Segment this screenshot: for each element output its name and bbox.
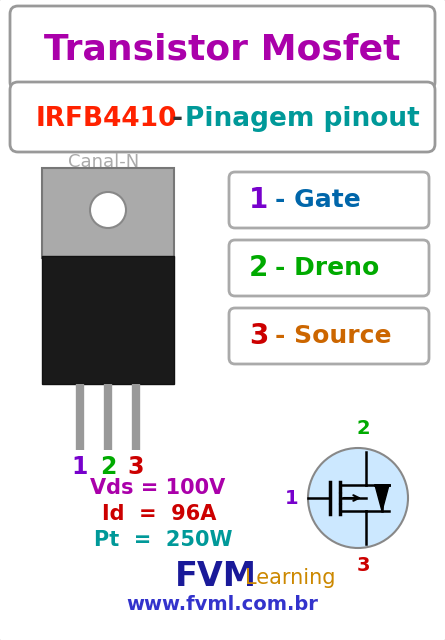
Text: 3: 3 xyxy=(128,455,144,479)
Bar xyxy=(42,256,174,384)
Text: 2: 2 xyxy=(356,419,370,438)
Text: Id  =  96A: Id = 96A xyxy=(102,504,216,524)
Circle shape xyxy=(90,192,126,228)
Text: 1: 1 xyxy=(72,455,88,479)
Text: Transistor Mosfet: Transistor Mosfet xyxy=(44,33,400,67)
Text: Pinagem pinout: Pinagem pinout xyxy=(185,106,420,132)
Text: 2: 2 xyxy=(249,254,268,282)
Text: - Dreno: - Dreno xyxy=(275,256,379,280)
FancyBboxPatch shape xyxy=(229,240,429,296)
Text: -: - xyxy=(163,106,192,132)
Text: 1: 1 xyxy=(284,488,298,508)
FancyBboxPatch shape xyxy=(229,308,429,364)
FancyBboxPatch shape xyxy=(229,172,429,228)
Text: 2: 2 xyxy=(100,455,116,479)
Text: - Source: - Source xyxy=(275,324,392,348)
Text: Learning: Learning xyxy=(245,568,336,588)
Text: 3: 3 xyxy=(356,556,370,575)
Text: - Gate: - Gate xyxy=(275,188,361,212)
Text: www.fvml.com.br: www.fvml.com.br xyxy=(126,595,318,614)
Text: 3: 3 xyxy=(249,322,268,350)
Text: IRFB4410: IRFB4410 xyxy=(36,106,178,132)
FancyBboxPatch shape xyxy=(10,6,435,90)
Text: FVM: FVM xyxy=(175,559,257,593)
Text: Pt  =  250W: Pt = 250W xyxy=(94,530,232,550)
Circle shape xyxy=(308,448,408,548)
Bar xyxy=(42,168,174,258)
Text: Canal-N: Canal-N xyxy=(68,153,139,171)
Polygon shape xyxy=(375,485,389,511)
Text: Vds = 100V: Vds = 100V xyxy=(90,478,225,498)
FancyBboxPatch shape xyxy=(10,82,435,152)
Text: 1: 1 xyxy=(249,186,268,214)
